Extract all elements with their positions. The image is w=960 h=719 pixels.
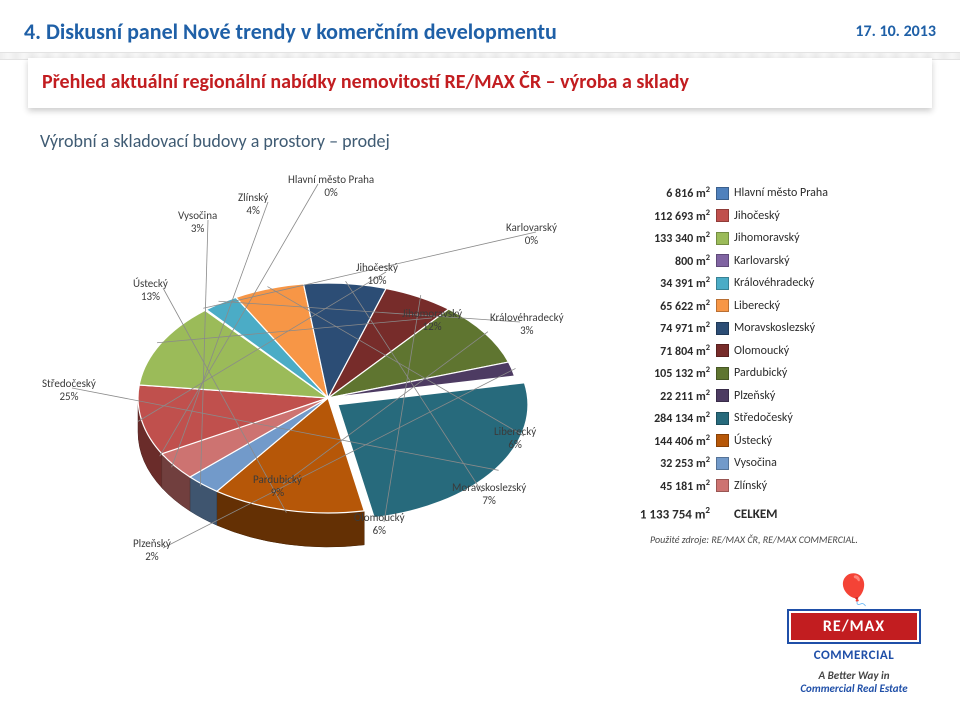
slice-label--steck-: Ústecký13%	[133, 278, 168, 303]
legend-row-olomouck-: 71 804 m2 Olomoucký	[614, 340, 944, 363]
source-note: Použité zdroje: RE/MAX ČR, RE/MAX COMMER…	[650, 533, 944, 546]
legend-name: Vysočina	[734, 456, 777, 470]
legend-name: Liberecký	[734, 299, 780, 313]
legend-value: 22 211 m2	[614, 388, 716, 404]
remax-logo: 🎈 RE/MAX COMMERCIAL A Better Way in Comm…	[774, 572, 934, 695]
legend-swatch	[716, 254, 729, 267]
legend-value: 105 132 m2	[614, 365, 716, 381]
legend-row-jiho-esk-: 112 693 m2 Jihočeský	[614, 205, 944, 228]
slice-label-kr-lov-hradeck-: Královéhradecký3%	[490, 312, 564, 337]
slice-label-libereck-: Liberecký6%	[494, 426, 536, 451]
legend-row-karlovarsk-: 800 m2 Karlovarský	[614, 250, 944, 273]
legend-column: 6 816 m2 Hlavní město Praha 112 693 m2 Jiho…	[614, 182, 944, 546]
legend-swatch	[716, 412, 729, 425]
legend-swatch	[716, 209, 729, 222]
legend-swatch	[716, 457, 729, 470]
slice-label-zl-nsk-: Zlínský4%	[238, 192, 268, 217]
legend-name: Jihočeský	[734, 209, 780, 223]
legend-row--steck-: 144 406 m2 Ústecký	[614, 430, 944, 453]
slice-label-hlavn-m-sto-praha: Hlavní město Praha0%	[288, 174, 374, 199]
legend-value: 112 693 m2	[614, 208, 716, 224]
slice-label-jihomoravsk-: Jihomoravský12%	[402, 308, 462, 333]
remax-sub-brand: COMMERCIAL	[774, 648, 934, 663]
legend-swatch	[716, 479, 729, 492]
slice-label-vyso-ina: Vysočina3%	[178, 210, 217, 235]
legend-row-zl-nsk-: 45 181 m2 Zlínský	[614, 475, 944, 498]
legend-row-hlavn-m-sto-praha: 6 816 m2 Hlavní město Praha	[614, 182, 944, 205]
legend-row-moravskoslezsk-: 74 971 m2 Moravskoslezský	[614, 317, 944, 340]
legend-name: Plzeňský	[734, 389, 775, 403]
remax-brand: RE/MAX	[789, 611, 919, 642]
legend-name: Olomoucký	[734, 344, 789, 358]
legend-row-pardubick-: 105 132 m2 Pardubický	[614, 362, 944, 385]
legend-swatch	[716, 367, 729, 380]
legend-row-jihomoravsk-: 133 340 m2 Jihomoravský	[614, 227, 944, 250]
slice-label-plze-sk-: Plzeňský2%	[133, 538, 171, 563]
legend-swatch	[716, 322, 729, 335]
legend-name: Jihomoravský	[734, 231, 800, 245]
legend-swatch	[716, 344, 729, 357]
section-banner: Přehled aktuální regionální nabídky nemo…	[28, 58, 932, 108]
page-title: 4. Diskusní panel Nové trendy v komerční…	[24, 18, 557, 45]
legend-total: 1 133 754 m2CELKEM	[614, 501, 944, 527]
slice-label-pardubick-: Pardubický9%	[253, 474, 302, 499]
tagline: A Better Way in Commercial Real Estate	[774, 669, 934, 695]
legend-row-libereck-: 65 622 m2 Liberecký	[614, 295, 944, 318]
legend-name: Zlínský	[734, 479, 767, 493]
legend-name: Středočeský	[734, 411, 793, 425]
slice-label-olomouck-: Olomoucký6%	[354, 512, 405, 537]
tagline-b: Commercial Real Estate	[800, 682, 907, 695]
legend-name: Hlavní město Praha	[734, 186, 828, 200]
legend-value: 32 253 m2	[614, 455, 716, 471]
legend-value: 800 m2	[614, 253, 716, 269]
legend-value: 284 134 m2	[614, 410, 716, 426]
legend-name: Ústecký	[734, 434, 772, 448]
slice-label-st-edo-esk-: Středočeský25%	[42, 378, 96, 403]
legend-swatch	[716, 389, 729, 402]
legend-row-st-edo-esk-: 284 134 m2 Středočeský	[614, 407, 944, 430]
legend-value: 144 406 m2	[614, 433, 716, 449]
chart-title: Výrobní a skladovací budovy a prostory –…	[40, 130, 390, 152]
legend-value: 45 181 m2	[614, 478, 716, 494]
pie-chart: Hlavní město Praha0% Zlínský4% Vysočina3% Ú…	[28, 168, 588, 588]
slice-label-moravskoslezsk-: Moravskoslezský7%	[452, 482, 526, 507]
legend-name: Karlovarský	[734, 254, 790, 268]
legend-value: 34 391 m2	[614, 275, 716, 291]
legend-name: Královéhradecký	[734, 276, 814, 290]
legend-value: 6 816 m2	[614, 185, 716, 201]
legend-row-vyso-ina: 32 253 m2 Vysočina	[614, 452, 944, 475]
slice-label-karlovarsk-: Karlovarský0%	[506, 222, 557, 247]
tagline-a: A Better Way in	[818, 669, 889, 682]
slice-label-jiho-esk-: Jihočeský10%	[356, 262, 398, 287]
legend-name: Moravskoslezský	[734, 321, 815, 335]
legend-swatch	[716, 277, 729, 290]
legend-swatch	[716, 434, 729, 447]
legend-value: 71 804 m2	[614, 343, 716, 359]
legend-row-kr-lov-hradeck-: 34 391 m2 Královéhradecký	[614, 272, 944, 295]
legend-swatch	[716, 187, 729, 200]
legend-value: 133 340 m2	[614, 230, 716, 246]
balloon-icon: 🎈	[774, 572, 934, 609]
page-date: 17. 10. 2013	[855, 22, 936, 41]
legend-swatch	[716, 299, 729, 312]
legend-value: 65 622 m2	[614, 298, 716, 314]
pie-chart-svg	[28, 168, 588, 588]
legend-name: Pardubický	[734, 366, 787, 380]
legend-row-plze-sk-: 22 211 m2 Plzeňský	[614, 385, 944, 408]
legend-value: 74 971 m2	[614, 320, 716, 336]
legend-swatch	[716, 232, 729, 245]
